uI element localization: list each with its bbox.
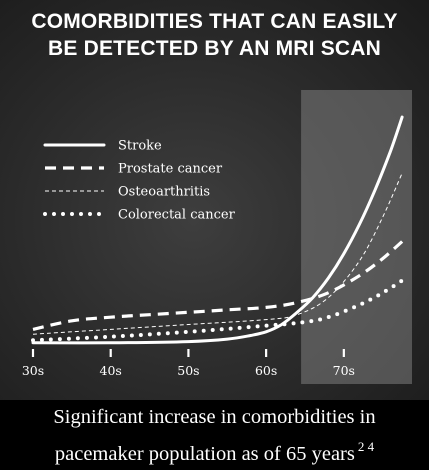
legend-label-2: Osteoarthritis (118, 185, 210, 200)
line-chart: 30s 40s 50s 60s 70s Stroke Prostate cancer Ost… (22, 90, 412, 384)
x-tick-label-1: 40s (100, 363, 122, 378)
footer-line-2-wrap: pacemaker population as of 65 years 2 4 (0, 432, 429, 469)
x-tick-label-0: 30s (22, 363, 44, 378)
x-axis-ticks: 30s 40s 50s 60s 70s (22, 349, 355, 378)
footer-line-1: Significant increase in comorbidities in (53, 406, 376, 428)
x-tick-label-2: 50s (177, 363, 199, 378)
series-line-osteoarthritis (32, 172, 403, 335)
footer-references: 2 4 (357, 439, 375, 454)
x-tick-label-4: 70s (333, 363, 355, 378)
legend-label-1: Prostate cancer (118, 162, 223, 177)
chart-title: COMORBIDITIES THAT CAN EASILY BE DETECTE… (0, 8, 429, 62)
series-line-colorectal-cancer (31, 278, 405, 343)
series-lines (31, 115, 405, 345)
title-line-1: COMORBIDITIES THAT CAN EASILY (31, 10, 398, 33)
x-tick-label-3: 60s (255, 363, 277, 378)
series-line-stroke (31, 115, 404, 345)
title-line-2: BE DETECTED BY AN MRI SCAN (47, 37, 382, 60)
legend: Stroke Prostate cancer Osteoarthritis Color… (43, 139, 236, 223)
legend-label-0: Stroke (118, 139, 162, 154)
series-line-prostate-cancer (32, 240, 404, 331)
legend-label-3: Colorectal cancer (118, 208, 236, 223)
footer-caption: Significant increase in comorbidities in… (0, 400, 429, 470)
footer-line-2: pacemaker population as of 65 years (54, 443, 355, 465)
